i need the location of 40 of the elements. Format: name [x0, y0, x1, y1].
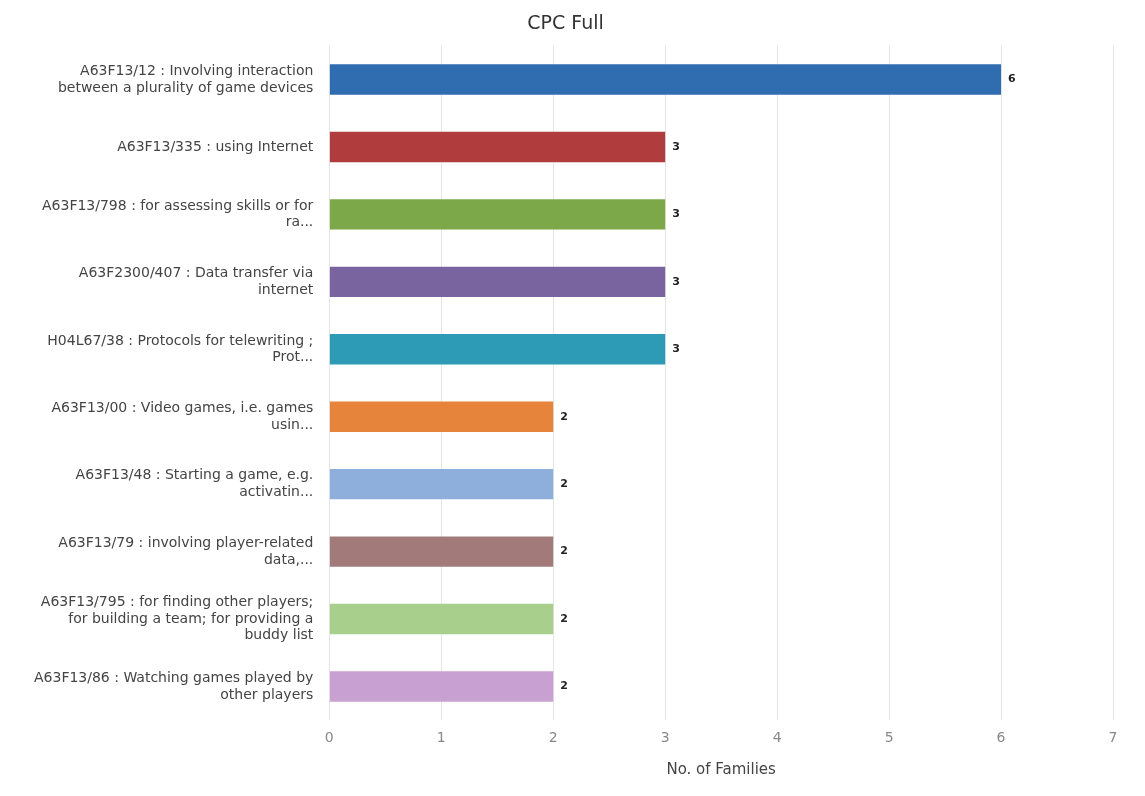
chart-title: CPC Full [527, 11, 604, 34]
y-tick-label: A63F13/48 : Starting a game, e.g. activatin... [75, 466, 314, 500]
x-tick-label: 1 [436, 729, 446, 746]
x-tick-label: 5 [884, 729, 894, 746]
x-tick-label: 3 [660, 729, 670, 746]
data-label: 2 [560, 409, 568, 423]
y-tick-label: A63F13/795 : for finding other players; for building a team; for providing a buddy list [40, 592, 314, 643]
bar [329, 199, 666, 230]
bar [329, 334, 666, 365]
x-tick-label: 2 [548, 729, 558, 746]
bar [329, 536, 554, 567]
bar [329, 401, 554, 432]
x-axis-title: No. of Families [666, 759, 777, 778]
x-tick-label: 0 [324, 729, 334, 746]
bar [329, 266, 666, 298]
x-tick-label: 7 [1108, 729, 1118, 746]
data-label: 3 [672, 139, 680, 153]
data-label: 2 [560, 611, 568, 625]
x-tick-label: 6 [996, 729, 1006, 746]
y-tick-label: A63F13/12 : Involving interaction between a plurality of game devices [57, 61, 314, 95]
y-tick-label: A63F13/00 : Video games, i.e. games usin... [51, 398, 314, 432]
y-tick-label: A63F13/798 : for assessing skills or for ra... [41, 196, 314, 230]
y-tick-label: A63F13/79 : involving player-related data,... [58, 533, 314, 567]
bar [329, 131, 666, 163]
data-label: 3 [672, 274, 680, 288]
y-tick-label: A63F2300/407 : Data transfer via internet [78, 264, 314, 297]
data-label: 3 [672, 342, 680, 356]
data-label: 2 [560, 477, 568, 491]
data-label: 3 [672, 207, 680, 221]
data-label: 2 [560, 679, 568, 693]
y-tick-label: A63F13/86 : Watching games played by other players [33, 668, 314, 702]
data-label: 2 [560, 544, 568, 558]
x-tick-label: 4 [772, 729, 782, 746]
data-label: 6 [1008, 72, 1017, 86]
bar [329, 64, 1002, 95]
bar [329, 468, 554, 500]
bar [329, 603, 554, 635]
y-tick-label: A63F13/335 : using Internet [117, 137, 314, 154]
y-tick-label: H04L67/38 : Protocols for telewriting ; Prot... [47, 331, 314, 365]
bar [329, 671, 554, 702]
